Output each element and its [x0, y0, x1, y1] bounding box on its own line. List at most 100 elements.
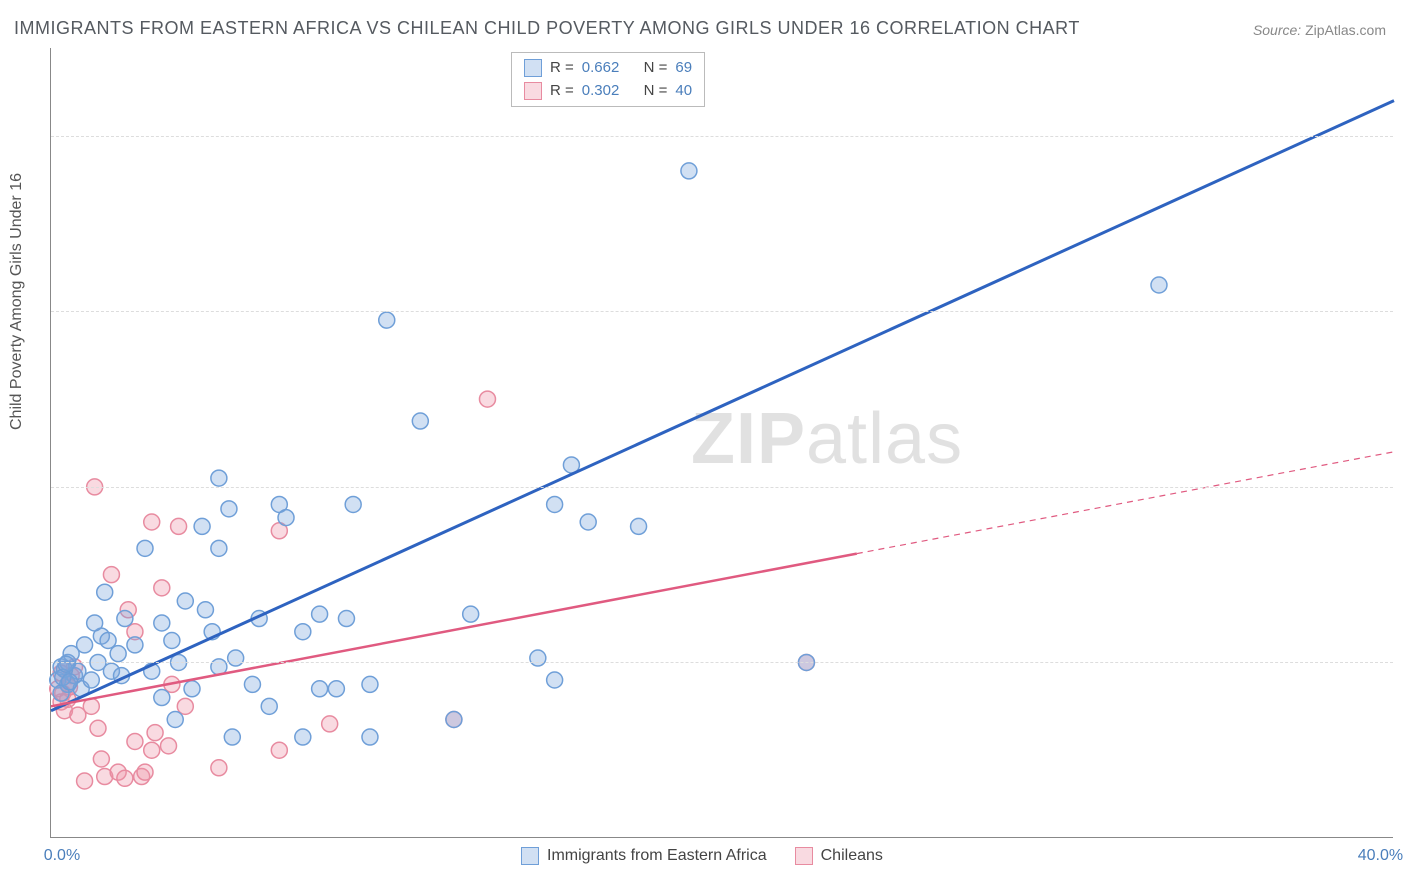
source-value: ZipAtlas.com — [1305, 22, 1386, 38]
legend-bottom-label-1: Chileans — [821, 847, 883, 865]
scatter-point — [194, 518, 210, 534]
scatter-point — [144, 742, 160, 758]
source-label: Source: — [1253, 22, 1301, 38]
scatter-point — [171, 518, 187, 534]
scatter-point — [244, 676, 260, 692]
scatter-point — [338, 611, 354, 627]
scatter-point — [184, 681, 200, 697]
scatter-point — [322, 716, 338, 732]
scatter-point — [58, 656, 74, 672]
n-value-1: 40 — [675, 80, 692, 103]
r-label: R = — [550, 80, 574, 103]
scatter-point — [211, 760, 227, 776]
n-value-0: 69 — [675, 57, 692, 80]
legend-swatch-0 — [524, 59, 542, 77]
scatter-point — [580, 514, 596, 530]
scatter-point — [463, 606, 479, 622]
scatter-point — [117, 611, 133, 627]
legend-bottom-label-0: Immigrants from Eastern Africa — [547, 847, 767, 865]
regression-line — [51, 101, 1394, 711]
scatter-point — [110, 646, 126, 662]
scatter-point — [211, 540, 227, 556]
legend-item-0: Immigrants from Eastern Africa — [521, 847, 767, 865]
scatter-point — [261, 698, 277, 714]
scatter-point — [278, 510, 294, 526]
scatter-point — [127, 637, 143, 653]
scatter-point — [295, 624, 311, 640]
scatter-point — [345, 496, 361, 512]
legend-stats-row-0: R = 0.662 N = 69 — [524, 57, 692, 80]
regression-line-extrapolated — [857, 452, 1394, 554]
scatter-point — [154, 580, 170, 596]
scatter-point — [547, 496, 563, 512]
x-tick-label: 40.0% — [1358, 847, 1403, 865]
scatter-point — [154, 615, 170, 631]
gridline-h — [51, 662, 1393, 663]
source-attribution: Source: ZipAtlas.com — [1253, 22, 1386, 38]
n-label: N = — [644, 57, 668, 80]
scatter-point — [144, 514, 160, 530]
scatter-point — [479, 391, 495, 407]
scatter-point — [328, 681, 344, 697]
n-label: N = — [644, 80, 668, 103]
scatter-point — [547, 672, 563, 688]
scatter-point — [446, 712, 462, 728]
scatter-point — [90, 720, 106, 736]
scatter-point — [61, 674, 77, 690]
regression-line — [51, 554, 857, 707]
legend-stats-box: R = 0.662 N = 69 R = 0.302 N = 40 — [511, 52, 705, 107]
chart-title: IMMIGRANTS FROM EASTERN AFRICA VS CHILEA… — [14, 18, 1080, 39]
scatter-point — [137, 540, 153, 556]
scatter-point — [177, 593, 193, 609]
scatter-point — [161, 738, 177, 754]
scatter-point — [177, 698, 193, 714]
scatter-point — [681, 163, 697, 179]
scatter-point — [295, 729, 311, 745]
legend-item-1: Chileans — [795, 847, 883, 865]
scatter-point — [100, 633, 116, 649]
scatter-point — [362, 676, 378, 692]
scatter-point — [530, 650, 546, 666]
scatter-point — [197, 602, 213, 618]
scatter-point — [271, 742, 287, 758]
r-value-0: 0.662 — [582, 57, 620, 80]
scatter-point — [93, 751, 109, 767]
scatter-point — [412, 413, 428, 429]
scatter-point — [312, 606, 328, 622]
legend-stats-row-1: R = 0.302 N = 40 — [524, 80, 692, 103]
gridline-h — [51, 136, 1393, 137]
scatter-point — [221, 501, 237, 517]
chart-plot-area: ZIPatlas R = 0.662 N = 69 R = 0.302 N = … — [50, 48, 1393, 838]
gridline-h — [51, 487, 1393, 488]
scatter-plot-svg — [51, 48, 1393, 837]
legend-bottom-swatch-1 — [795, 847, 813, 865]
scatter-point — [164, 633, 180, 649]
y-axis-label: Child Poverty Among Girls Under 16 — [8, 173, 26, 430]
scatter-point — [137, 764, 153, 780]
scatter-point — [1151, 277, 1167, 293]
scatter-point — [87, 615, 103, 631]
scatter-point — [147, 725, 163, 741]
scatter-point — [83, 672, 99, 688]
legend-swatch-1 — [524, 82, 542, 100]
scatter-point — [77, 773, 93, 789]
scatter-point — [211, 470, 227, 486]
scatter-point — [379, 312, 395, 328]
gridline-h — [51, 311, 1393, 312]
scatter-point — [228, 650, 244, 666]
scatter-point — [224, 729, 240, 745]
scatter-point — [103, 567, 119, 583]
scatter-point — [77, 637, 93, 653]
legend-bottom-swatch-0 — [521, 847, 539, 865]
scatter-point — [154, 690, 170, 706]
legend-bottom: Immigrants from Eastern Africa Chileans — [521, 847, 883, 865]
r-value-1: 0.302 — [582, 80, 620, 103]
scatter-point — [167, 712, 183, 728]
r-label: R = — [550, 57, 574, 80]
x-tick-label: 0.0% — [44, 847, 80, 865]
scatter-point — [631, 518, 647, 534]
scatter-point — [362, 729, 378, 745]
scatter-point — [117, 770, 133, 786]
scatter-point — [97, 584, 113, 600]
scatter-point — [312, 681, 328, 697]
